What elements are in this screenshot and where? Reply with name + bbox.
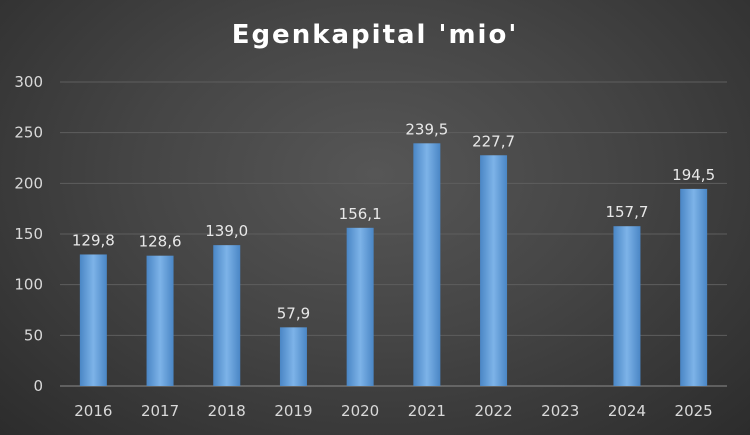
data-label: 129,8	[72, 231, 115, 249]
data-label: 227,7	[472, 132, 515, 150]
y-tick-label: 200	[14, 174, 43, 192]
data-label: 57,9	[277, 304, 310, 322]
data-label: 157,7	[605, 203, 648, 221]
x-tick-label: 2023	[541, 402, 579, 420]
bar	[480, 155, 508, 386]
x-axis-ticks: 2016 2017 2018 2019 2020 2021 2022 2023 2024 2025	[74, 402, 712, 420]
y-tick-label: 100	[14, 276, 43, 294]
bar	[279, 327, 307, 386]
y-tick-label: 150	[14, 225, 43, 243]
y-tick-label: 250	[14, 124, 43, 142]
bar	[79, 254, 107, 386]
bar	[146, 255, 174, 386]
x-tick-label: 2018	[208, 402, 246, 420]
x-tick-label: 2025	[675, 402, 713, 420]
data-label: 239,5	[405, 120, 448, 138]
y-tick-label: 0	[33, 377, 43, 395]
bar	[413, 143, 441, 386]
x-tick-label: 2022	[474, 402, 512, 420]
x-tick-label: 2019	[274, 402, 312, 420]
data-label: 139,0	[205, 222, 248, 240]
data-label: 194,5	[672, 166, 715, 184]
bars	[79, 143, 708, 386]
x-tick-label: 2021	[408, 402, 446, 420]
data-label: 156,1	[339, 205, 382, 223]
bar	[213, 245, 241, 386]
bar	[613, 226, 641, 386]
x-tick-label: 2020	[341, 402, 379, 420]
x-tick-label: 2016	[74, 402, 112, 420]
bar	[346, 227, 374, 386]
y-tick-label: 50	[24, 326, 43, 344]
data-label: 128,6	[139, 233, 182, 251]
y-axis-ticks: 0 50 100 150 200 250 300	[14, 73, 43, 395]
data-labels: 129,8 128,6 139,0 57,9 156,1 239,5 227,7 157,7 1…	[72, 120, 715, 322]
x-tick-label: 2024	[608, 402, 646, 420]
bar	[680, 188, 708, 386]
x-tick-label: 2017	[141, 402, 179, 420]
y-tick-label: 300	[14, 73, 43, 91]
chart-title: Egenkapital 'mio'	[231, 20, 519, 50]
